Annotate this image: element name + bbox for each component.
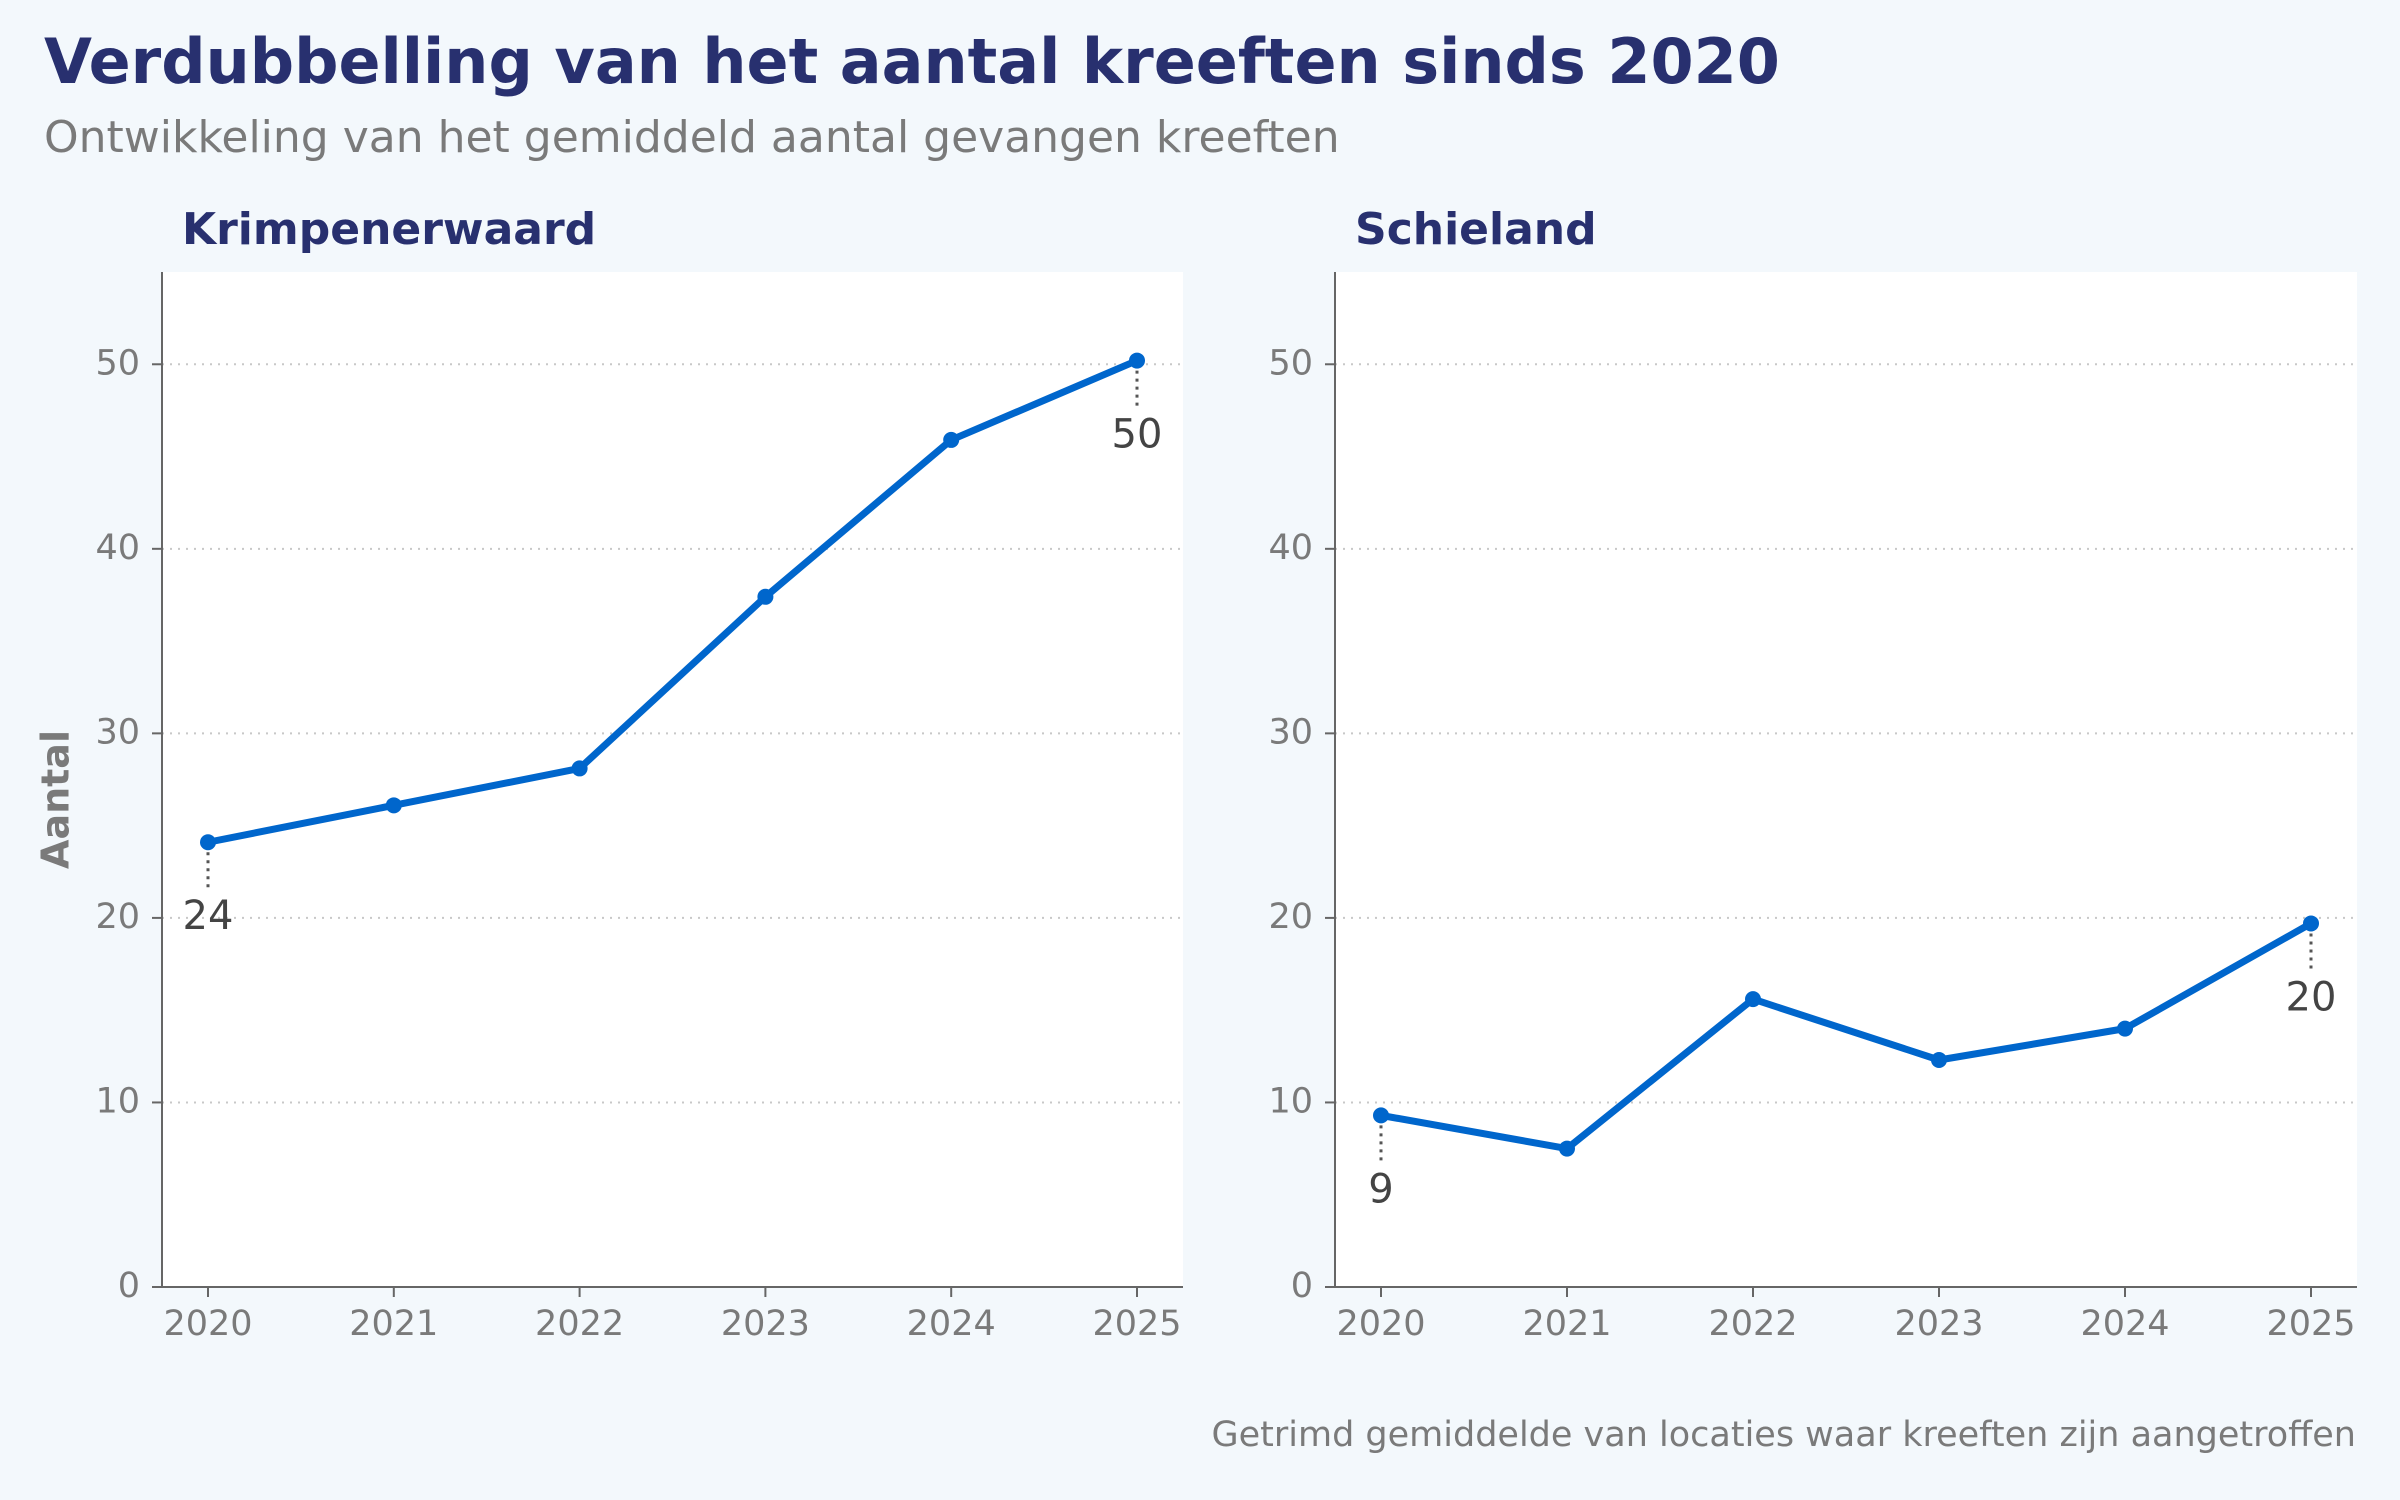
chart-title: Verdubbelling van het aantal kreeften si…	[44, 25, 1780, 98]
line	[1380, 920, 2313, 1153]
y-tick-label: 10	[1268, 1081, 1313, 1121]
caption: Getrimd gemiddelde van locaties waar kre…	[1211, 1415, 2356, 1455]
y-tick-label: 0	[118, 1266, 140, 1306]
y-axis-label: Aantal	[34, 730, 78, 869]
point	[943, 431, 960, 448]
plot-area	[1335, 272, 2357, 1287]
y-tick-label: 40	[95, 528, 140, 568]
x-tick-label: 2020	[1336, 1304, 1425, 1344]
x-tick-label: 2022	[535, 1304, 624, 1344]
x-tick-label: 2024	[907, 1304, 996, 1344]
x-tick-label: 2021	[1522, 1304, 1611, 1344]
x-tick-label: 2021	[349, 1304, 438, 1344]
point	[1129, 352, 1145, 369]
x-tick-label: 2023	[1894, 1304, 1983, 1344]
point	[757, 588, 774, 605]
y-tick-label: 50	[95, 343, 140, 383]
y-tick-label: 30	[1268, 712, 1313, 752]
x-tick-label: 2023	[721, 1304, 810, 1344]
point	[1745, 991, 1761, 1008]
x-tick-label: 2025	[2266, 1304, 2355, 1344]
value-label: 24	[183, 893, 234, 939]
y-tick-label: 50	[1268, 343, 1313, 383]
point	[571, 760, 588, 777]
y-tick-label: 40	[1268, 528, 1313, 568]
value-label: 50	[1112, 412, 1163, 458]
y-tick-label: 10	[95, 1081, 140, 1121]
value-label: 9	[1368, 1166, 1393, 1212]
point	[385, 797, 402, 814]
x-tick-label: 2020	[163, 1304, 252, 1344]
panel-title: Schieland	[1355, 204, 1597, 255]
chart-subtitle: Ontwikkeling van het gemiddeld aantal ge…	[44, 112, 1340, 163]
y-tick-label: 20	[95, 897, 140, 937]
panel-title: Krimpenerwaard	[182, 204, 596, 255]
plot-area	[162, 272, 1183, 1287]
point	[2303, 915, 2319, 932]
line	[207, 357, 1139, 846]
x-tick-label: 2025	[1092, 1304, 1181, 1344]
y-tick-label: 30	[95, 712, 140, 752]
x-tick-label: 2022	[1708, 1304, 1797, 1344]
point	[1931, 1052, 1947, 1069]
point	[2117, 1020, 2133, 1037]
y-tick-label: 0	[1291, 1266, 1313, 1306]
y-tick-label: 20	[1268, 897, 1313, 937]
point	[200, 834, 216, 851]
point	[1559, 1140, 1575, 1157]
x-tick-label: 2024	[2080, 1304, 2169, 1344]
value-label: 20	[2286, 974, 2337, 1020]
point	[1373, 1107, 1389, 1124]
